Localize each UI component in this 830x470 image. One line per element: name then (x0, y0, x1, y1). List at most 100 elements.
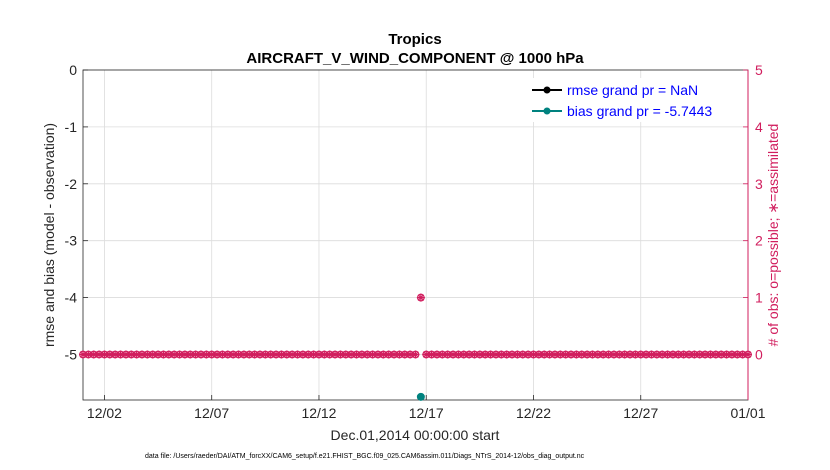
obs-assimilated-marker-stroke (642, 351, 650, 358)
x-tick-label: 12/02 (87, 405, 122, 421)
obs-assimilated-marker-stroke (321, 351, 328, 358)
obs-assimilated-marker-stroke (632, 351, 639, 358)
obs-assimilated-marker-stroke (589, 351, 596, 358)
obs-assimilated-marker-stroke (101, 351, 108, 358)
obs-assimilated-marker-stroke (374, 351, 382, 358)
obs-assimilated-marker-stroke (503, 351, 510, 358)
obs-assimilated-marker-stroke (422, 351, 430, 358)
obs-assimilated-marker-stroke (337, 351, 344, 358)
obs-assimilated-marker-stroke (487, 351, 494, 358)
obs-assimilated-marker-stroke (648, 351, 655, 358)
obs-assimilated-marker (395, 350, 404, 359)
obs-assimilated-marker-stroke (122, 351, 130, 358)
obs-assimilated-marker-stroke (433, 351, 441, 358)
obs-assimilated-marker (325, 350, 334, 359)
obs-assimilated-marker-stroke (128, 351, 135, 358)
obs-assimilated-marker-stroke (117, 351, 124, 358)
obs-assimilated-marker-stroke (583, 351, 591, 358)
obs-assimilated-marker-stroke (79, 351, 87, 358)
obs-assimilated-marker-stroke (605, 351, 612, 358)
obs-assimilated-marker-stroke (342, 351, 350, 358)
y-tick-label-right: 0 (755, 346, 763, 362)
obs-assimilated-marker (304, 350, 313, 359)
x-tick-label: 01/01 (730, 405, 765, 421)
bias-point (416, 392, 425, 401)
y-tick-label-left: -3 (65, 233, 78, 249)
obs-assimilated-marker (288, 350, 297, 359)
obs-assimilated-marker-stroke (685, 351, 693, 358)
obs-assimilated-marker-stroke (449, 351, 457, 358)
obs-assimilated-marker-stroke (203, 351, 210, 358)
y-tick-label-right: 2 (755, 233, 763, 249)
obs-assimilated-marker (164, 350, 173, 359)
obs-assimilated-marker-stroke (519, 351, 527, 358)
obs-assimilated-marker-stroke (573, 351, 580, 358)
obs-assimilated-marker-stroke (267, 351, 274, 358)
obs-assimilated-marker (336, 350, 345, 359)
legend: rmse grand pr = NaN bias grand pr = -5.7… (527, 78, 743, 122)
obs-assimilated-marker-stroke (734, 351, 741, 358)
obs-assimilated-marker-stroke (262, 351, 269, 358)
obs-assimilated-marker-stroke (304, 351, 312, 358)
obs-assimilated-marker (79, 350, 87, 359)
obs-assimilated-marker-stroke (599, 351, 607, 358)
obs-assimilated-marker-stroke (272, 351, 280, 358)
obs-assimilated-marker-stroke (680, 351, 687, 358)
obs-assimilated-marker (711, 350, 720, 359)
y-tick-label-right: 4 (755, 119, 763, 135)
obs-assimilated-marker (298, 350, 307, 359)
obs-assimilated-marker-stroke (85, 351, 92, 358)
chart-title: Tropics (388, 31, 441, 48)
obs-assimilated-marker-stroke (524, 351, 532, 358)
obs-assimilated-marker-stroke (562, 351, 569, 358)
obs-assimilated-marker (486, 350, 495, 359)
obs-assimilated-marker-stroke (111, 351, 119, 358)
obs-assimilated-marker-stroke (701, 351, 709, 358)
obs-assimilated-marker-stroke (299, 351, 307, 358)
obs-assimilated-marker-stroke (380, 351, 387, 358)
obs-assimilated-marker (674, 350, 683, 359)
obs-assimilated-marker-stroke (326, 351, 333, 358)
x-tick-label: 12/12 (301, 405, 336, 421)
obs-assimilated-marker-stroke (176, 351, 183, 358)
obs-assimilated-marker-stroke (396, 351, 403, 358)
obs-assimilated-marker-stroke (658, 351, 666, 358)
obs-assimilated-marker-stroke (106, 351, 114, 358)
obs-assimilated-marker (491, 350, 500, 359)
obs-assimilated-marker-stroke (551, 351, 559, 358)
obs-assimilated-marker (658, 350, 667, 359)
y-axis-label-right: # of obs: o=possible; ∗=assimilated (765, 124, 781, 347)
obs-assimilated-marker-stroke (460, 351, 468, 358)
obs-assimilated-marker (518, 350, 527, 359)
obs-assimilated-marker-stroke (283, 351, 291, 358)
obs-assimilated-marker (406, 350, 415, 359)
obs-assimilated-marker (154, 350, 163, 359)
obs-assimilated-marker (534, 350, 543, 359)
obs-assimilated-marker-stroke (557, 351, 564, 358)
obs-assimilated-marker-stroke (144, 351, 151, 358)
obs-assimilated-marker (95, 350, 104, 359)
obs-assimilated-marker-stroke (315, 351, 323, 358)
obs-assimilated-marker-stroke (744, 351, 752, 358)
obs-assimilated-marker-stroke (723, 351, 730, 358)
obs-assimilated-marker (250, 350, 259, 359)
obs-assimilated-marker-stroke (138, 351, 146, 358)
obs-assimilated-marker-stroke (358, 351, 366, 358)
obs-assimilated-marker-stroke (208, 351, 215, 358)
obs-assimilated-marker-stroke (406, 351, 414, 358)
obs-assimilated-marker-stroke (133, 351, 140, 358)
obs-assimilated-marker (459, 350, 468, 359)
obs-assimilated-marker-stroke (492, 351, 500, 358)
obs-assimilated-marker (513, 350, 522, 359)
obs-assimilated-marker (89, 350, 98, 359)
obs-assimilated-marker-stroke (675, 351, 682, 358)
obs-assimilated-marker-stroke (90, 351, 97, 358)
obs-assimilated-marker-stroke (664, 351, 671, 358)
obs-assimilated-marker-stroke (245, 351, 253, 358)
obs-assimilated-marker-stroke (696, 351, 703, 358)
obs-assimilated-marker-stroke (637, 351, 644, 358)
obs-assimilated-marker-stroke (390, 351, 398, 358)
obs-assimilated-marker-stroke (578, 351, 586, 358)
obs-assimilated-marker-stroke (240, 351, 248, 358)
